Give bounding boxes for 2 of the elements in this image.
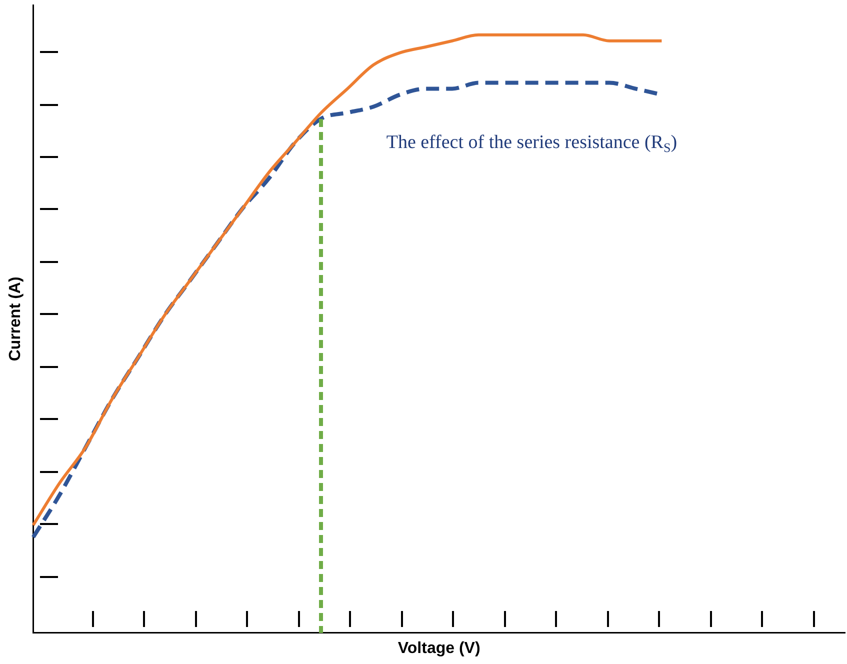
y-axis-title: Current (A) <box>7 276 24 362</box>
x-axis-title: Voltage (V) <box>398 640 480 657</box>
